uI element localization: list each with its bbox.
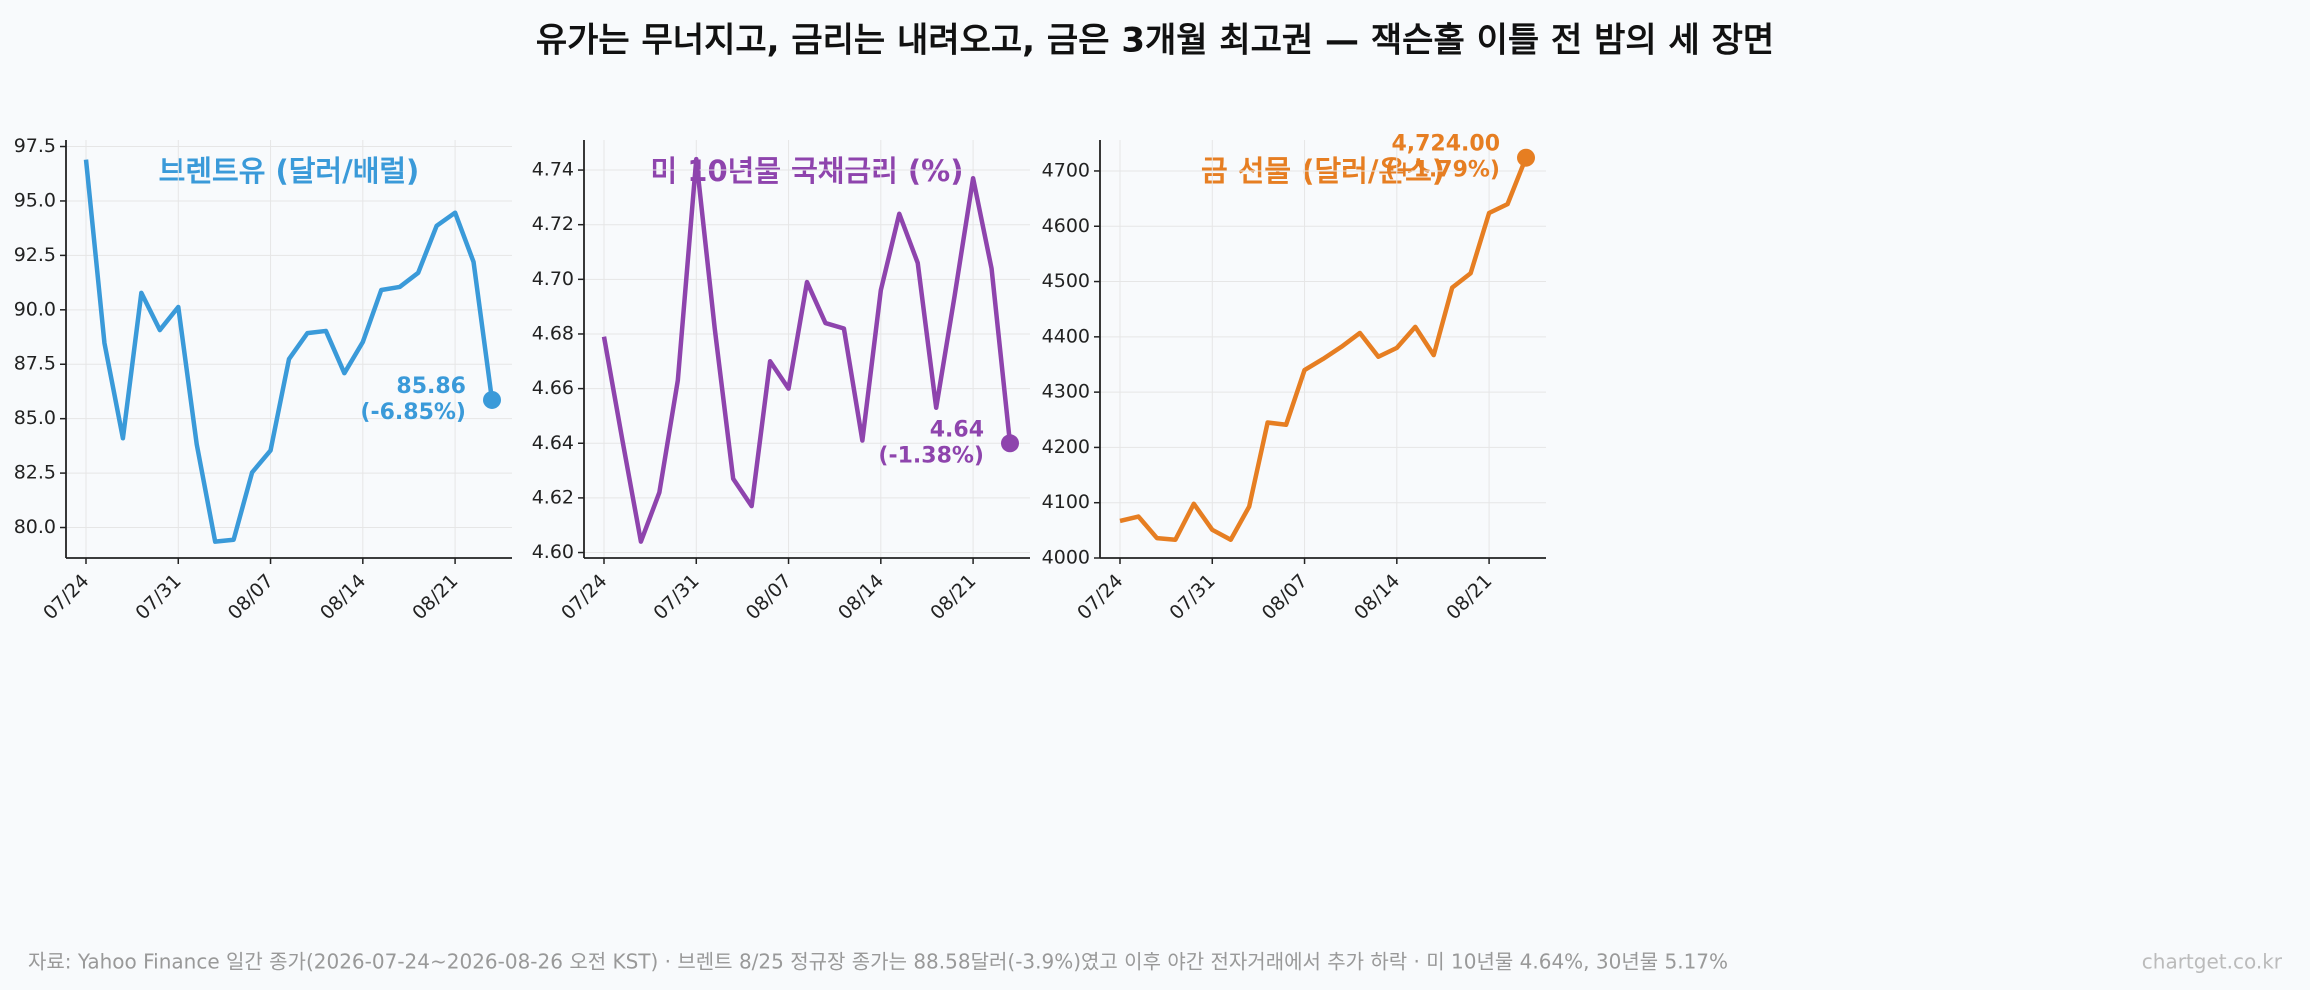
y-tick-label: 4.72 xyxy=(532,213,574,235)
source-note: 자료: Yahoo Finance 일간 종가(2026-07-24~2026-… xyxy=(28,950,1728,974)
line-series xyxy=(83,159,495,544)
line-series xyxy=(601,156,1013,544)
y-tick-label: 4200 xyxy=(1042,436,1090,458)
value-label: 4,724.00 xyxy=(1391,132,1500,157)
end-point xyxy=(1001,434,1019,453)
y-tick-label: 97.5 xyxy=(14,135,56,157)
y-tick-label: 85.0 xyxy=(14,407,56,429)
panel-title: 미 10년물 국채금리 (%) xyxy=(651,154,964,188)
y-tick-label: 4.66 xyxy=(532,377,574,399)
y-tick-label: 87.5 xyxy=(14,353,56,375)
change-label: (+1.79%) xyxy=(1385,158,1500,183)
y-tick-label: 4.68 xyxy=(532,322,574,344)
y-tick-label: 82.5 xyxy=(14,462,56,484)
watermark: chartget.co.kr xyxy=(2142,950,2283,974)
y-tick-label: 80.0 xyxy=(14,516,56,538)
end-point xyxy=(483,390,501,409)
y-tick-label: 4500 xyxy=(1042,270,1090,292)
y-tick-label: 90.0 xyxy=(14,298,56,320)
value-label: 85.86 xyxy=(396,374,466,399)
y-tick-label: 4.64 xyxy=(532,432,574,454)
change-label: (-6.85%) xyxy=(360,400,466,425)
y-tick-label: 4.60 xyxy=(532,541,574,563)
y-tick-label: 4600 xyxy=(1042,215,1090,237)
y-tick-label: 95.0 xyxy=(14,189,56,211)
chart-title: 유가는 무너지고, 금리는 내려오고, 금은 3개월 최고권 — 잭슨홀 이틀 … xyxy=(536,21,1774,61)
y-tick-label: 4100 xyxy=(1042,491,1090,513)
y-tick-label: 4700 xyxy=(1042,159,1090,181)
value-label: 4.64 xyxy=(930,417,984,442)
line-series xyxy=(1119,156,1529,543)
y-tick-label: 4.70 xyxy=(532,268,574,290)
y-tick-label: 4000 xyxy=(1042,547,1090,569)
end-point xyxy=(1517,148,1535,167)
change-label: (-1.38%) xyxy=(878,443,984,468)
y-tick-label: 4400 xyxy=(1042,325,1090,347)
y-tick-label: 4.62 xyxy=(532,486,574,508)
y-tick-label: 4300 xyxy=(1042,381,1090,403)
panel-title: 브렌트유 (달러/배럴) xyxy=(159,154,420,188)
y-tick-label: 4.74 xyxy=(532,159,574,181)
y-tick-label: 92.5 xyxy=(14,244,56,266)
